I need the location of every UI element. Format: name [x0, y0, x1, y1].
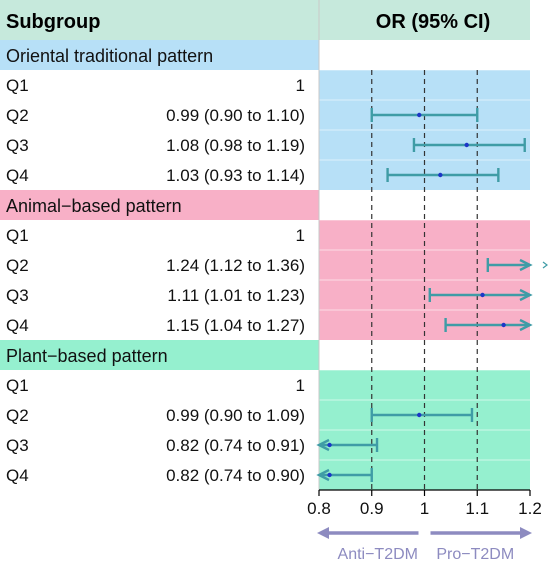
point-estimate — [327, 472, 332, 478]
row-label: Q1 — [6, 226, 29, 245]
point-estimate — [417, 412, 422, 418]
point-estimate — [501, 322, 506, 328]
row-label: Q2 — [6, 106, 29, 125]
anti-arrow-head — [317, 527, 329, 539]
ci-arrow — [519, 318, 533, 332]
direction-annotations: Anti−T2DM Pro−T2DM — [317, 527, 532, 563]
row-label: Q3 — [6, 286, 29, 305]
x-tick-label: 1.1 — [465, 499, 489, 518]
ci-arrow — [316, 438, 330, 452]
x-axis: 0.8 0.9 1 1.1 1.2 — [307, 489, 542, 518]
x-tick-label: 0.9 — [360, 499, 384, 518]
ci-arrow — [519, 258, 533, 272]
point-estimate — [480, 292, 485, 298]
ci-arrow — [316, 468, 330, 482]
point-estimate — [327, 442, 332, 448]
row-or-text: 1.08 (0.98 to 1.19) — [166, 136, 305, 155]
row-label: Q2 — [6, 406, 29, 425]
row-or-text: 1.03 (0.93 to 1.14) — [166, 166, 305, 185]
row-label: Q4 — [6, 316, 29, 335]
row-label: Q3 — [6, 136, 29, 155]
row-or-text: 0.82 (0.74 to 0.91) — [166, 436, 305, 455]
ci-arrow — [519, 288, 533, 302]
subgroup-header: Subgroup — [6, 11, 100, 33]
anti-t2dm-label: Anti−T2DM — [338, 546, 418, 563]
row-label: Q3 — [6, 436, 29, 455]
row-label: Q2 — [6, 256, 29, 275]
row-or-text: 0.82 (0.74 to 0.90) — [166, 466, 305, 485]
group-header-band — [0, 40, 319, 70]
x-tick-label: 0.8 — [307, 499, 331, 518]
group-name: Animal−based pattern — [6, 196, 182, 216]
group-name: Oriental traditional pattern — [6, 46, 213, 66]
group-header-band — [0, 190, 319, 220]
reference-lines — [318, 0, 478, 490]
header-band — [0, 0, 530, 40]
x-tick-label: 1.2 — [518, 499, 542, 518]
pro-arrow-head — [520, 527, 532, 539]
point-estimate — [438, 172, 443, 178]
row-or-text: 1 — [296, 226, 305, 245]
pro-t2dm-label: Pro−T2DM — [436, 546, 514, 563]
row-or-text: 1.11 (1.01 to 1.23) — [167, 286, 305, 305]
group-name: Plant−based pattern — [6, 346, 168, 366]
row-label: Q1 — [6, 376, 29, 395]
point-estimate — [417, 112, 422, 118]
row-label: Q4 — [6, 466, 29, 485]
point-estimate — [464, 142, 469, 148]
row-or-text: 1 — [296, 376, 305, 395]
point-offscale-marker — [542, 261, 548, 269]
table-rows: Oriental traditional pattern Q1 1 Q2 0.99 (0… — [6, 46, 305, 485]
row-label: Q1 — [6, 76, 29, 95]
row-or-text: 0.99 (0.90 to 1.10) — [166, 106, 305, 125]
row-or-text: 1.24 (1.12 to 1.36) — [166, 256, 305, 275]
x-tick-label: 1 — [420, 499, 429, 518]
group-header-band — [0, 340, 319, 370]
ci-marks — [316, 108, 548, 482]
row-or-text: 1 — [296, 76, 305, 95]
row-label: Q4 — [6, 166, 29, 185]
or-header: OR (95% CI) — [376, 11, 490, 33]
row-or-text: 0.99 (0.90 to 1.09) — [166, 406, 305, 425]
row-or-text: 1.15 (1.04 to 1.27) — [166, 316, 305, 335]
